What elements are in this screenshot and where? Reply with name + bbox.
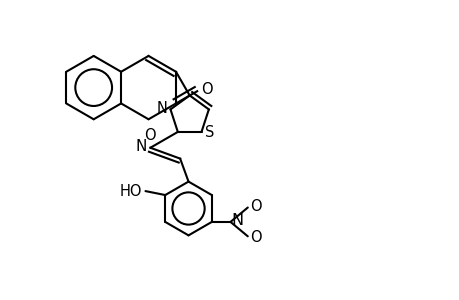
- Text: N: N: [135, 139, 146, 154]
- Text: N: N: [157, 101, 167, 116]
- Text: S: S: [205, 125, 214, 140]
- Text: O: O: [143, 128, 155, 143]
- Text: O: O: [249, 230, 261, 245]
- Text: HO: HO: [120, 184, 142, 199]
- Text: O: O: [249, 199, 261, 214]
- Text: N: N: [231, 214, 243, 229]
- Text: O: O: [201, 82, 212, 97]
